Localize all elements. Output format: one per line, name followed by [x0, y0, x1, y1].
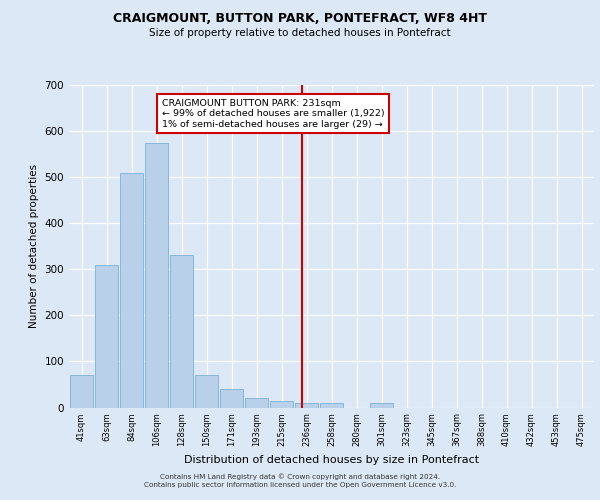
Text: Contains HM Land Registry data © Crown copyright and database right 2024.
Contai: Contains HM Land Registry data © Crown c… [144, 474, 456, 488]
Bar [119, 172, 143, 408]
Bar [194, 375, 218, 408]
Y-axis label: Number of detached properties: Number of detached properties [29, 164, 39, 328]
Text: CRAIGMOUNT, BUTTON PARK, PONTEFRACT, WF8 4HT: CRAIGMOUNT, BUTTON PARK, PONTEFRACT, WF8… [113, 12, 487, 26]
Bar [295, 403, 319, 407]
X-axis label: Distribution of detached houses by size in Pontefract: Distribution of detached houses by size … [184, 454, 479, 464]
Bar [370, 403, 394, 407]
Text: CRAIGMOUNT BUTTON PARK: 231sqm
← 99% of detached houses are smaller (1,922)
1% o: CRAIGMOUNT BUTTON PARK: 231sqm ← 99% of … [161, 99, 384, 128]
Bar [95, 264, 118, 408]
Text: Size of property relative to detached houses in Pontefract: Size of property relative to detached ho… [149, 28, 451, 38]
Bar [220, 389, 244, 407]
Bar [269, 400, 293, 407]
Bar [70, 375, 94, 408]
Bar [170, 256, 193, 408]
Bar [245, 398, 268, 407]
Bar [320, 403, 343, 407]
Bar [145, 142, 169, 408]
